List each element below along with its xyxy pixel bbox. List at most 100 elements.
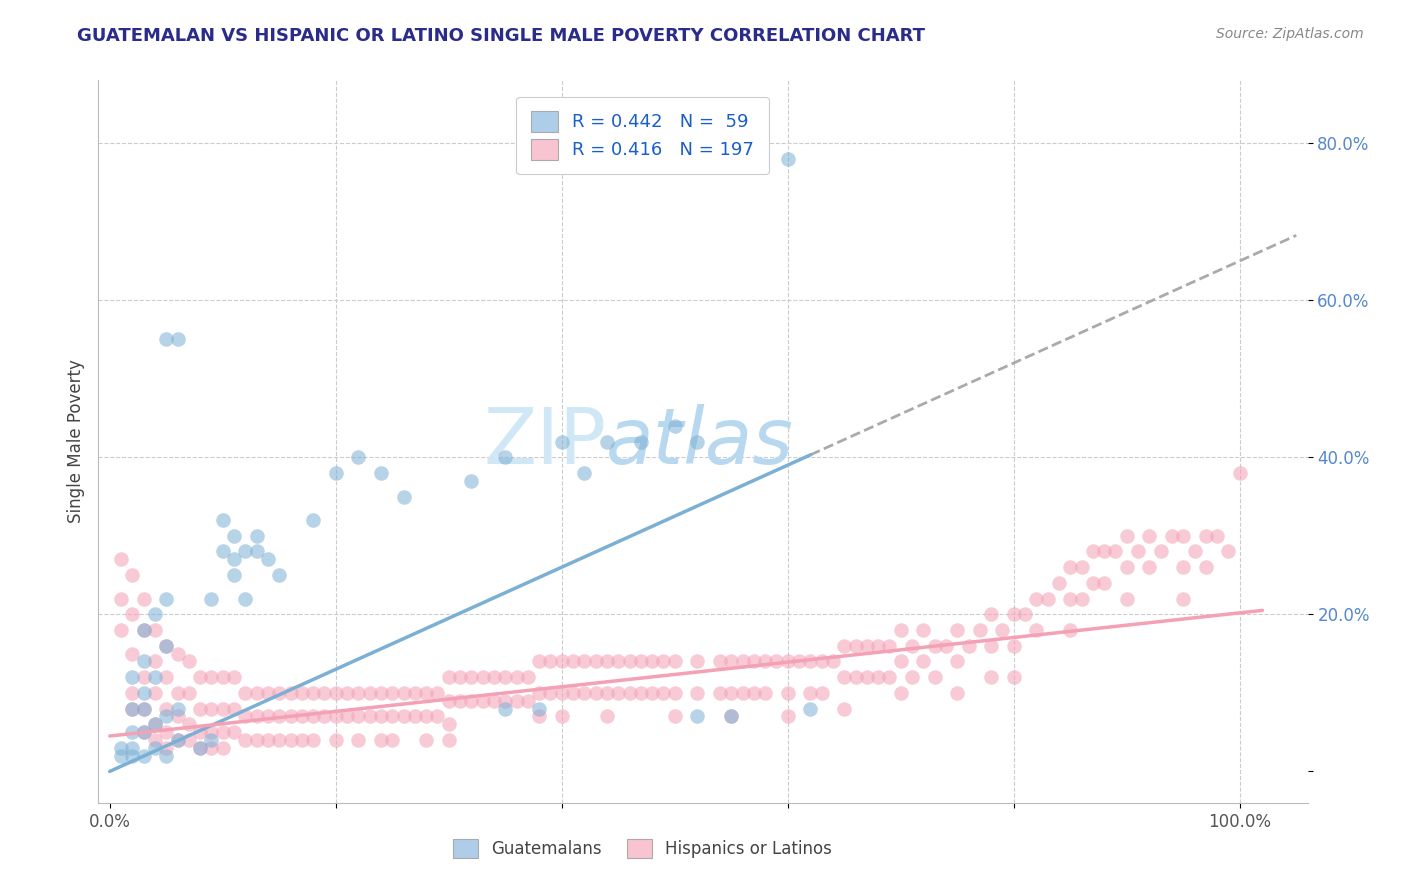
Point xyxy=(799,655,821,669)
Point xyxy=(821,655,844,669)
Point xyxy=(121,748,143,763)
Point xyxy=(901,639,924,653)
Point xyxy=(574,686,596,700)
Point xyxy=(1025,623,1047,637)
Point xyxy=(166,701,188,715)
Point xyxy=(233,544,256,558)
Point xyxy=(890,686,912,700)
Point xyxy=(325,466,347,480)
Point xyxy=(121,568,143,582)
Point xyxy=(280,733,302,747)
Point xyxy=(347,733,370,747)
Point xyxy=(1195,560,1218,574)
Point xyxy=(596,655,619,669)
Text: GUATEMALAN VS HISPANIC OR LATINO SINGLE MALE POVERTY CORRELATION CHART: GUATEMALAN VS HISPANIC OR LATINO SINGLE … xyxy=(77,27,925,45)
Point xyxy=(527,701,550,715)
Point xyxy=(787,655,810,669)
Point xyxy=(188,670,211,684)
Point xyxy=(177,717,200,731)
Point xyxy=(1059,560,1081,574)
Point xyxy=(482,694,505,708)
Point xyxy=(731,655,754,669)
Point xyxy=(1002,670,1025,684)
Point xyxy=(177,655,200,669)
Point xyxy=(110,552,132,566)
Point xyxy=(370,686,392,700)
Point xyxy=(494,694,516,708)
Point xyxy=(765,655,787,669)
Point xyxy=(538,686,561,700)
Point xyxy=(121,670,143,684)
Point xyxy=(551,686,574,700)
Point xyxy=(1173,529,1195,543)
Point xyxy=(314,686,336,700)
Point xyxy=(516,670,538,684)
Point xyxy=(1115,529,1137,543)
Point xyxy=(1184,544,1206,558)
Point xyxy=(121,701,143,715)
Point xyxy=(551,709,574,723)
Legend: Guatemalans, Hispanics or Latinos: Guatemalans, Hispanics or Latinos xyxy=(444,830,841,867)
Point xyxy=(200,725,222,739)
Point xyxy=(381,709,404,723)
Point xyxy=(935,639,957,653)
Point xyxy=(742,655,765,669)
Point xyxy=(482,670,505,684)
Point xyxy=(619,686,641,700)
Point xyxy=(619,655,641,669)
Point xyxy=(143,717,166,731)
Point xyxy=(1115,591,1137,606)
Point xyxy=(211,670,233,684)
Point xyxy=(233,686,256,700)
Point xyxy=(155,740,177,755)
Point xyxy=(347,450,370,465)
Point xyxy=(810,686,832,700)
Point xyxy=(460,670,482,684)
Point xyxy=(166,733,188,747)
Point xyxy=(132,748,155,763)
Point xyxy=(257,686,280,700)
Point xyxy=(143,686,166,700)
Point xyxy=(211,513,233,527)
Point xyxy=(969,623,991,637)
Point xyxy=(527,655,550,669)
Point xyxy=(596,686,619,700)
Point xyxy=(980,607,1002,622)
Point xyxy=(415,733,437,747)
Point xyxy=(132,686,155,700)
Point xyxy=(325,686,347,700)
Point xyxy=(269,686,291,700)
Point xyxy=(890,623,912,637)
Point xyxy=(991,623,1014,637)
Point xyxy=(359,686,381,700)
Point xyxy=(121,607,143,622)
Point xyxy=(381,733,404,747)
Point xyxy=(1047,575,1070,590)
Point xyxy=(132,623,155,637)
Point xyxy=(188,701,211,715)
Point xyxy=(776,709,799,723)
Point xyxy=(538,655,561,669)
Point xyxy=(776,152,799,166)
Point xyxy=(177,686,200,700)
Point xyxy=(370,466,392,480)
Point xyxy=(1104,544,1126,558)
Point xyxy=(143,607,166,622)
Point xyxy=(449,670,471,684)
Point xyxy=(121,701,143,715)
Point xyxy=(257,552,280,566)
Point xyxy=(166,686,188,700)
Point xyxy=(449,694,471,708)
Point xyxy=(257,733,280,747)
Point xyxy=(155,639,177,653)
Point xyxy=(143,623,166,637)
Point xyxy=(1081,575,1104,590)
Text: atlas: atlas xyxy=(606,403,794,480)
Point xyxy=(437,670,460,684)
Point xyxy=(222,529,245,543)
Point xyxy=(868,639,890,653)
Point xyxy=(1173,591,1195,606)
Point xyxy=(143,670,166,684)
Point xyxy=(980,670,1002,684)
Point xyxy=(1092,575,1115,590)
